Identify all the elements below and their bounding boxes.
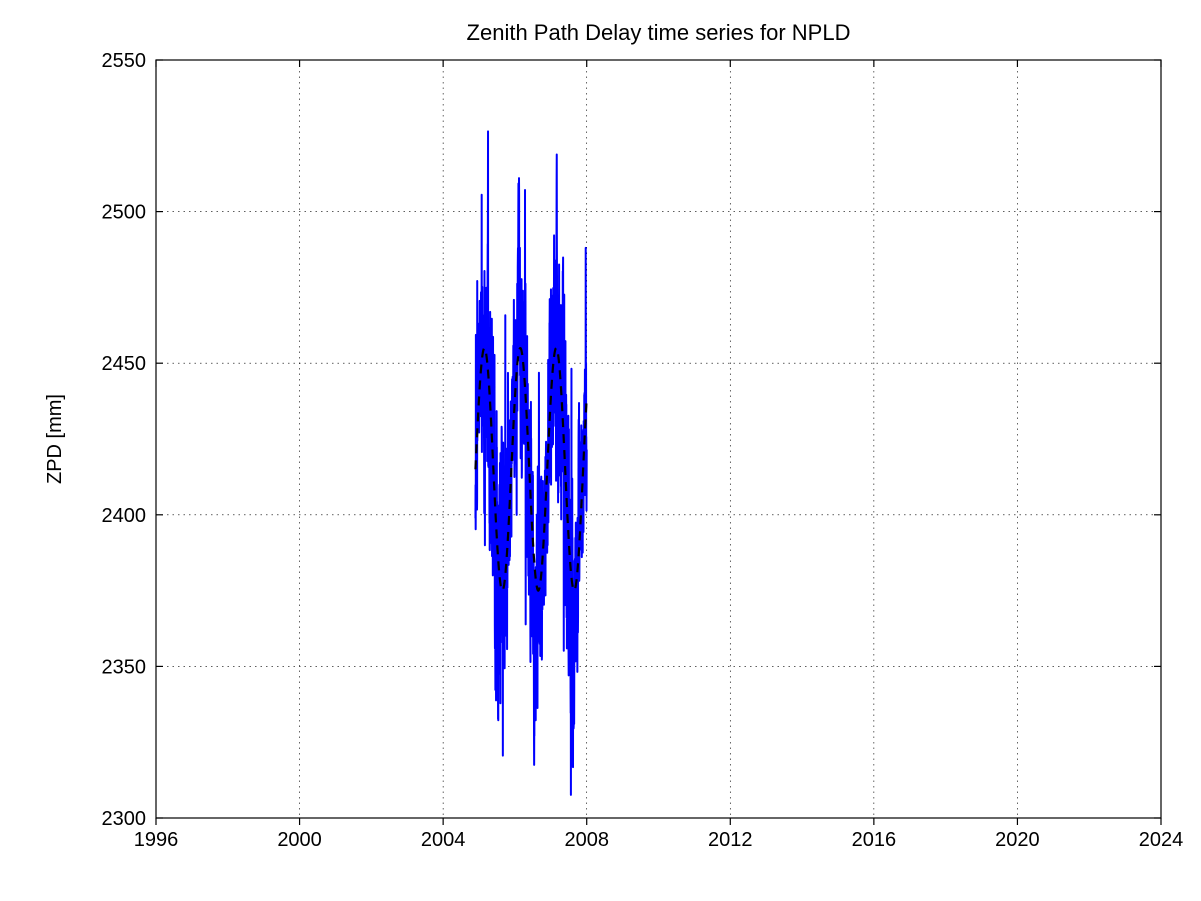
- y-tick-label: 2550: [102, 50, 147, 72]
- plot-background: [156, 60, 1161, 818]
- chart-title: Zenith Path Delay time series for NPLD: [467, 20, 851, 45]
- y-tick-label: 2300: [102, 808, 147, 830]
- y-tick-label: 2500: [102, 202, 147, 224]
- y-tick-label: 2350: [102, 656, 147, 678]
- y-tick-label: 2400: [102, 505, 147, 527]
- x-tick-label: 2016: [852, 829, 897, 851]
- y-axis-label: ZPD [mm]: [44, 394, 66, 484]
- x-tick-label: 2012: [708, 829, 753, 851]
- x-tick-label: 2020: [995, 829, 1040, 851]
- chart-svg: 1996 2000 2004 2008 2012 2016 2020 2024 2300 2350…: [0, 0, 1201, 901]
- x-tick-label: 1996: [134, 829, 179, 851]
- x-tick-label: 2004: [421, 829, 466, 851]
- x-tick-label: 2024: [1139, 829, 1184, 851]
- x-tick-label: 2008: [564, 829, 609, 851]
- x-tick-label: 2000: [277, 829, 322, 851]
- y-tick-label: 2450: [102, 353, 147, 375]
- chart-container: 1996 2000 2004 2008 2012 2016 2020 2024 2300 2350…: [0, 0, 1201, 901]
